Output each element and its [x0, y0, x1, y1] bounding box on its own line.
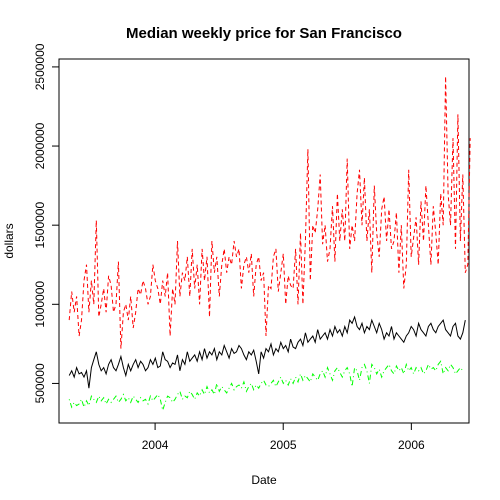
chart-title: Median weekly price for San Francisco — [126, 25, 402, 42]
plot-frame — [58, 58, 470, 424]
y-tick-label: 1500000 — [33, 202, 47, 249]
series-line-1 — [68, 76, 471, 349]
x-axis-label: Date — [251, 473, 277, 487]
y-tick-label: 1000000 — [33, 281, 47, 328]
x-tick-label: 2005 — [270, 438, 297, 452]
y-tick-label: 500000 — [33, 363, 47, 403]
y-axis-label: dollars — [2, 223, 16, 258]
series-line-2 — [68, 315, 466, 389]
y-tick-label: 2500000 — [33, 43, 47, 90]
series-line-3 — [68, 360, 464, 413]
x-tick-label: 2006 — [398, 438, 425, 452]
x-axis: 2004 2005 2006 — [142, 422, 425, 452]
y-axis: 500000 1000000 1500000 2000000 2500000 — [33, 43, 60, 403]
series-layer — [68, 76, 471, 413]
y-tick-label: 2000000 — [33, 122, 47, 169]
x-tick-label: 2004 — [142, 438, 169, 452]
